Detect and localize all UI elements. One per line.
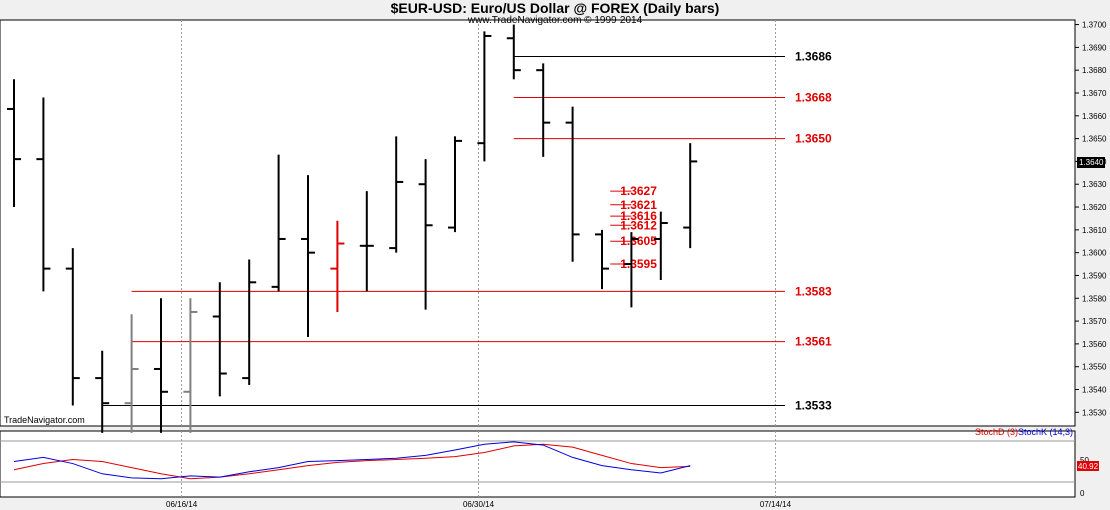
- price-tick-label: 1.3590: [1082, 271, 1107, 280]
- price-tick-label: 1.3660: [1082, 112, 1107, 121]
- level-label: 1.3533: [795, 398, 832, 412]
- ohlc-bar: [301, 175, 315, 338]
- stochastic-lines: [13, 441, 691, 480]
- ohlc-bar: [683, 143, 698, 249]
- price-tick-label: 1.3670: [1082, 89, 1107, 98]
- price-tick-label: 1.3650: [1082, 135, 1107, 144]
- last-price-marker: 1.3640: [1077, 157, 1105, 168]
- stoch-panel-frame: [0, 430, 1076, 498]
- stoch-legend-k: StochK (14,3): [1018, 427, 1073, 437]
- chart-title: $EUR-USD: Euro/US Dollar @ FOREX (Daily …: [391, 0, 720, 16]
- stoch-bottom-tick: 0: [1080, 489, 1085, 498]
- ohlc-bar: [389, 136, 404, 253]
- level-label: 1.3686: [795, 49, 832, 63]
- level-label: 1.3627: [620, 184, 657, 198]
- ohlc-bar: [183, 298, 198, 433]
- stoch-d-series: [13, 443, 691, 480]
- price-tick-label: 1.3540: [1082, 386, 1107, 395]
- price-tick-label: 1.3630: [1082, 180, 1107, 189]
- ohlc-bar: [95, 350, 110, 433]
- price-tick-label: 1.3700: [1082, 21, 1107, 30]
- grid-lines: [181, 20, 776, 497]
- price-panel-frame: [0, 19, 1076, 427]
- price-bars: [7, 24, 698, 433]
- watermark: TradeNavigator.com: [4, 415, 85, 425]
- price-tick-label: 1.3610: [1082, 226, 1107, 235]
- level-label: 1.3595: [620, 257, 657, 271]
- level-label: 1.3583: [795, 284, 832, 298]
- level-label: 1.3650: [795, 132, 832, 146]
- ohlc-bar: [330, 220, 345, 312]
- level-label: 1.3612: [620, 218, 657, 232]
- price-tick-label: 1.3550: [1082, 363, 1107, 372]
- ohlc-bar: [565, 106, 580, 262]
- ohlc-bar: [154, 298, 168, 433]
- chart-subtitle: www.TradeNavigator.com © 1999-2014: [467, 15, 643, 26]
- level-label: 1.3668: [795, 91, 832, 105]
- ohlc-bar: [271, 154, 286, 292]
- price-tick-label: 1.3680: [1082, 66, 1107, 75]
- stoch-legend-d: StochD (3): [975, 427, 1018, 437]
- price-tick-label: 1.3570: [1082, 317, 1107, 326]
- price-tick-label: 1.3600: [1082, 249, 1107, 258]
- stoch-last-value-marker: 40.92: [1077, 461, 1099, 471]
- level-label: 1.3621: [620, 198, 657, 212]
- date-axis: 06/16/14 06/30/14 07/14/14: [166, 500, 792, 509]
- ohlc-bar: [448, 136, 462, 233]
- ohlc-bar: [7, 79, 21, 208]
- stoch-ref-tick: 50: [1080, 456, 1089, 465]
- stoch-k-series: [13, 441, 691, 480]
- price-tick-label: 1.3530: [1082, 408, 1107, 417]
- ohlc-bar: [242, 259, 257, 385]
- ohlc-bar: [624, 232, 639, 308]
- support-resistance-levels: 1.36861.36681.36501.36271.36211.36161.36…: [102, 49, 832, 412]
- ohlc-bar: [359, 191, 374, 292]
- ohlc-bar: [653, 211, 668, 281]
- ohlc-bar: [506, 24, 521, 80]
- ohlc-bar: [536, 63, 551, 157]
- ohlc-bar: [36, 97, 51, 292]
- level-label: 1.3616: [620, 209, 657, 223]
- price-tick-label: 1.3560: [1082, 340, 1107, 349]
- date-tick-label: 07/14/14: [760, 500, 792, 509]
- price-tick-label: 1.3690: [1082, 43, 1107, 52]
- svg-text:1.3640: 1.3640: [1079, 158, 1104, 167]
- svg-text:40.92: 40.92: [1078, 462, 1099, 471]
- ohlc-bar: [595, 229, 609, 290]
- level-label: 1.3605: [620, 234, 657, 248]
- date-tick-label: 06/30/14: [463, 500, 495, 509]
- date-tick-label: 06/16/14: [166, 500, 198, 509]
- price-axis: 1.3700 1.3690 1.3680 1.3670 1.3660 1.3650 1.36…: [1075, 21, 1107, 417]
- ohlc-bar: [212, 282, 227, 397]
- ohlc-bar: [477, 31, 492, 162]
- ohlc-bar: [65, 248, 80, 406]
- ohlc-bar: [124, 314, 139, 433]
- price-tick-label: 1.3580: [1082, 294, 1107, 303]
- price-tick-label: 1.3620: [1082, 203, 1107, 212]
- level-label: 1.3561: [795, 335, 832, 349]
- ohlc-bar: [418, 159, 433, 310]
